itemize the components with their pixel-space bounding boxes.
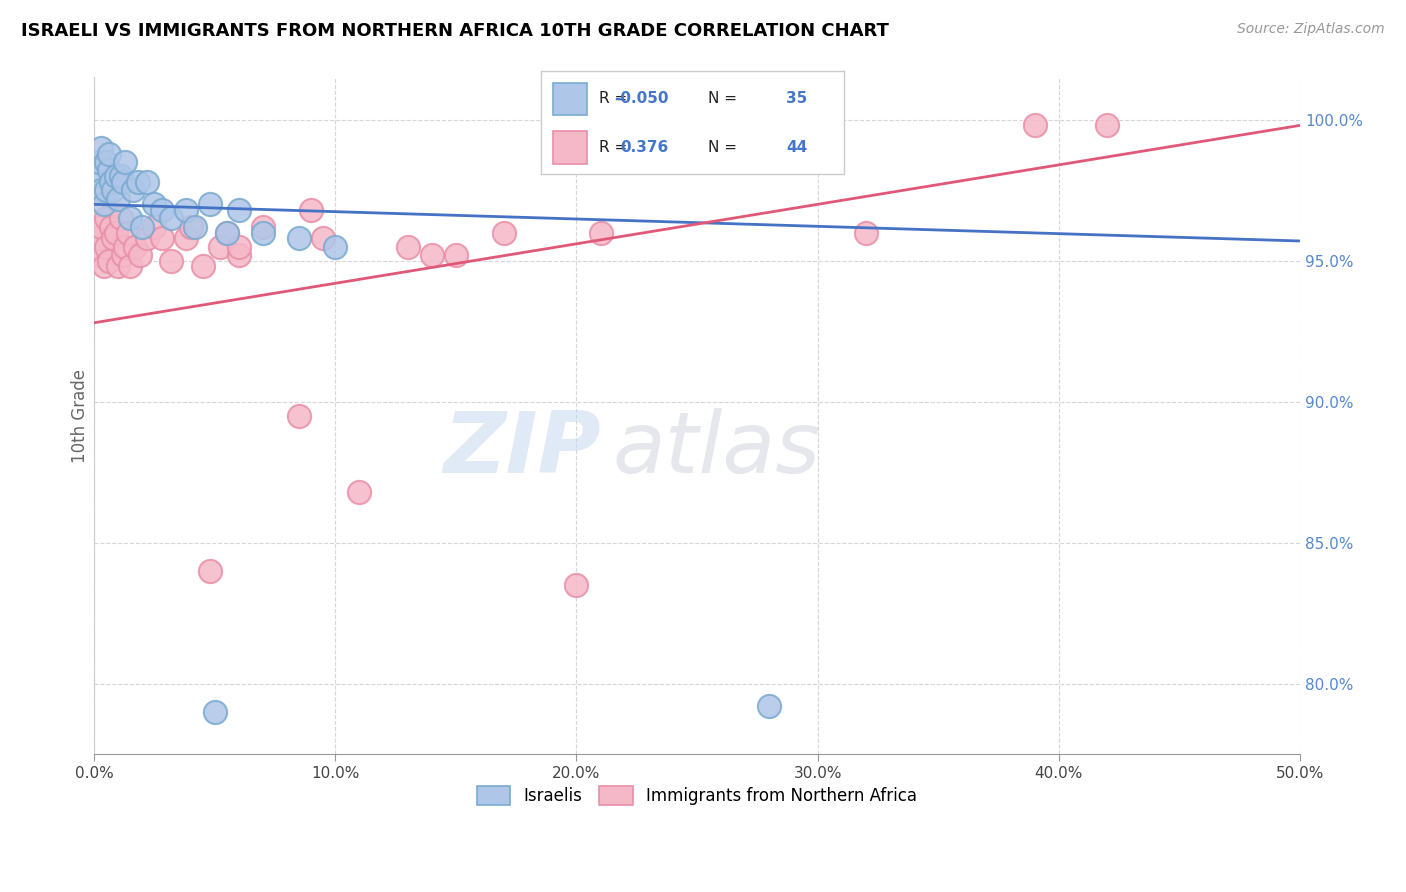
Point xyxy=(93,197,115,211)
Text: ZIP: ZIP xyxy=(443,409,600,491)
Text: 35: 35 xyxy=(786,90,807,105)
Point xyxy=(174,202,197,217)
Text: -0.050: -0.050 xyxy=(614,90,668,105)
Point xyxy=(112,248,135,262)
Point xyxy=(96,211,118,226)
Point xyxy=(1095,119,1118,133)
Point xyxy=(87,155,110,169)
Point xyxy=(288,231,311,245)
Point xyxy=(87,231,110,245)
Point xyxy=(150,231,173,245)
Point xyxy=(228,202,250,217)
Text: N =: N = xyxy=(707,140,737,155)
Point xyxy=(420,248,443,262)
Point xyxy=(565,578,588,592)
Point xyxy=(198,197,221,211)
Point xyxy=(127,175,149,189)
Point xyxy=(114,239,136,253)
Point xyxy=(117,226,139,240)
Point xyxy=(131,219,153,234)
Point xyxy=(110,169,132,183)
Point xyxy=(136,231,159,245)
Point xyxy=(198,564,221,578)
Point xyxy=(107,260,129,274)
Point xyxy=(252,226,274,240)
Point xyxy=(103,183,125,197)
Point xyxy=(100,175,122,189)
Point xyxy=(1024,119,1046,133)
Point xyxy=(215,226,238,240)
Point xyxy=(396,239,419,253)
Point xyxy=(129,248,152,262)
Text: N =: N = xyxy=(707,90,737,105)
Point xyxy=(228,248,250,262)
Point xyxy=(120,211,142,226)
Point xyxy=(208,239,231,253)
Point xyxy=(150,202,173,217)
Point xyxy=(180,219,202,234)
Y-axis label: 10th Grade: 10th Grade xyxy=(72,368,89,463)
Point xyxy=(112,175,135,189)
Point xyxy=(114,155,136,169)
Legend: Israelis, Immigrants from Northern Africa: Israelis, Immigrants from Northern Afric… xyxy=(468,778,925,814)
Point xyxy=(758,699,780,714)
Point xyxy=(103,231,125,245)
Point xyxy=(288,409,311,423)
Point xyxy=(124,239,146,253)
Point xyxy=(120,260,142,274)
Point xyxy=(184,219,207,234)
Point xyxy=(96,183,118,197)
Point xyxy=(494,226,516,240)
Point xyxy=(323,239,346,253)
Point xyxy=(855,226,877,240)
Text: Source: ZipAtlas.com: Source: ZipAtlas.com xyxy=(1237,22,1385,37)
Text: 0.376: 0.376 xyxy=(620,140,668,155)
Point xyxy=(136,175,159,189)
Text: R =: R = xyxy=(599,90,627,105)
Point xyxy=(90,219,112,234)
Point xyxy=(90,141,112,155)
Point xyxy=(90,183,112,197)
Point xyxy=(96,155,118,169)
Point xyxy=(104,169,127,183)
Point xyxy=(121,183,143,197)
Point xyxy=(252,219,274,234)
Point xyxy=(143,197,166,211)
Point xyxy=(104,226,127,240)
FancyBboxPatch shape xyxy=(554,131,586,163)
Point xyxy=(96,239,118,253)
Point xyxy=(174,231,197,245)
Point xyxy=(107,192,129,206)
Point xyxy=(444,248,467,262)
Point xyxy=(100,219,122,234)
Point xyxy=(97,146,120,161)
Point xyxy=(86,248,108,262)
Point xyxy=(589,226,612,240)
Point xyxy=(86,169,108,183)
Point xyxy=(191,260,214,274)
Point xyxy=(93,260,115,274)
Point xyxy=(110,211,132,226)
Point xyxy=(349,485,371,500)
Text: R =: R = xyxy=(599,140,627,155)
Point xyxy=(312,231,335,245)
Point xyxy=(204,705,226,719)
Point xyxy=(97,253,120,268)
Point xyxy=(299,202,322,217)
Point xyxy=(143,219,166,234)
Text: atlas: atlas xyxy=(613,409,821,491)
Point xyxy=(215,226,238,240)
Text: ISRAELI VS IMMIGRANTS FROM NORTHERN AFRICA 10TH GRADE CORRELATION CHART: ISRAELI VS IMMIGRANTS FROM NORTHERN AFRI… xyxy=(21,22,889,40)
FancyBboxPatch shape xyxy=(554,83,586,115)
Point xyxy=(160,253,183,268)
Point xyxy=(228,239,250,253)
Text: 44: 44 xyxy=(786,140,807,155)
Point xyxy=(160,211,183,226)
Point xyxy=(97,163,120,178)
